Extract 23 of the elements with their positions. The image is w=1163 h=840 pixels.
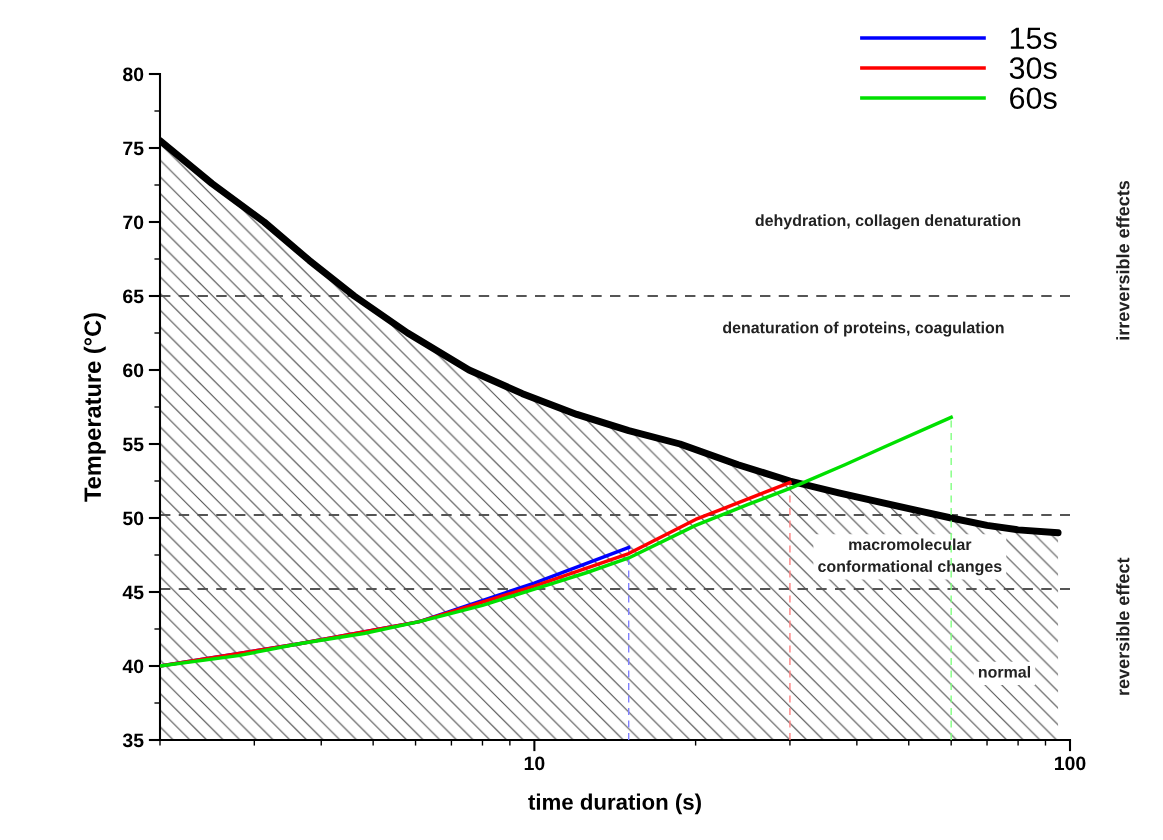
y-tick-label: 60 (123, 363, 144, 378)
annotation: denaturation of proteins, coagulation (723, 321, 1004, 337)
y-tick-label: 35 (122, 733, 144, 748)
legend-label: 15s (1010, 27, 1057, 49)
legend-label: 30s (1009, 57, 1057, 80)
annotation: normal (978, 665, 1030, 678)
legend-label: 60s (1010, 87, 1057, 110)
y-tick-label: 40 (122, 659, 144, 674)
x-axis-title: time duration (s) (528, 793, 701, 815)
text: reversible effect (1116, 557, 1130, 695)
y-tick-label: 55 (123, 437, 144, 452)
text: irreversible effects (1116, 180, 1130, 340)
y-tick-label: 45 (122, 585, 144, 600)
y-tick-label: 65 (123, 289, 144, 304)
y-tick-label: 50 (123, 511, 144, 526)
y-axis-title: Temperature (°C) (83, 313, 106, 502)
annotation: dehydration, collagen denaturation (755, 214, 1021, 230)
x-tick-label: 100 (1055, 756, 1086, 771)
y-tick-label: 75 (123, 141, 144, 156)
annotation: macromolecular conformational changes (818, 538, 1002, 576)
y-tick-label: 80 (123, 67, 144, 82)
x-tick-label: 10 (524, 756, 545, 771)
y-tick-label: 70 (123, 215, 144, 230)
